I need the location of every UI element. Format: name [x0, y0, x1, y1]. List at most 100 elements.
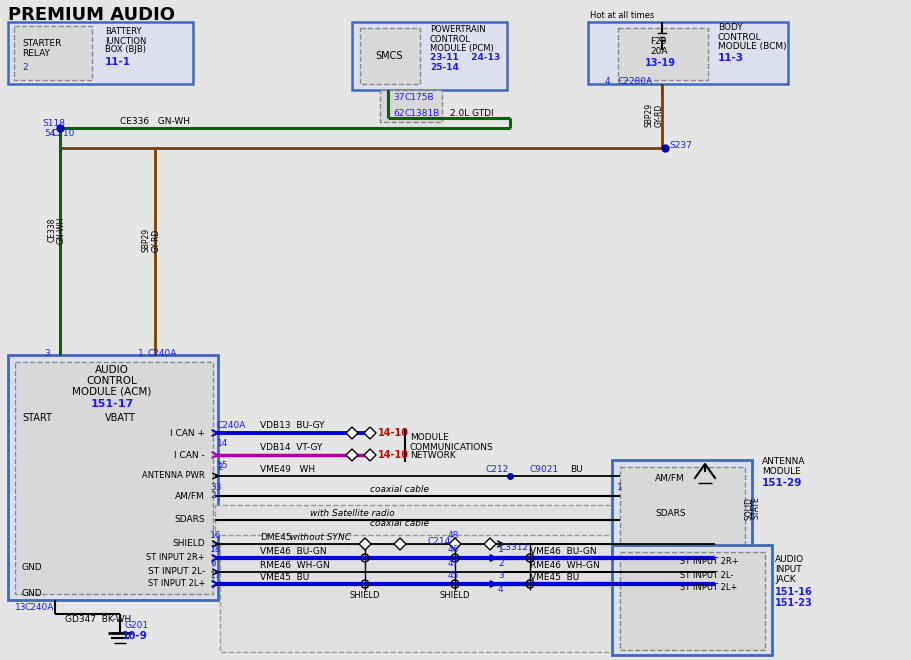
Text: 151-17: 151-17	[90, 399, 134, 409]
Text: 151-23: 151-23	[774, 598, 812, 608]
Text: 14: 14	[217, 440, 228, 449]
Text: Hot at all times: Hot at all times	[589, 11, 653, 20]
Text: SBP29: SBP29	[644, 103, 653, 127]
Text: S118: S118	[42, 119, 65, 129]
Text: C210: C210	[52, 129, 76, 139]
Text: 14-10: 14-10	[377, 428, 408, 438]
Text: VBATT: VBATT	[105, 413, 136, 423]
Text: MODULE: MODULE	[410, 434, 448, 442]
Text: 1: 1	[497, 546, 503, 554]
Text: INPUT: INPUT	[774, 566, 801, 574]
Text: 4: 4	[604, 77, 610, 86]
Text: BU: BU	[569, 465, 582, 473]
Text: C1381B: C1381B	[404, 108, 440, 117]
Text: 13-19: 13-19	[644, 58, 675, 68]
Text: C212: C212	[486, 465, 508, 473]
Text: STATE: STATE	[752, 496, 760, 519]
Text: 18: 18	[210, 546, 221, 554]
Text: 16: 16	[210, 531, 221, 541]
Text: VDB14  VT-GY: VDB14 VT-GY	[260, 444, 322, 453]
Text: CONTROL: CONTROL	[87, 376, 138, 386]
Text: ST INPUT 2R+: ST INPUT 2R+	[680, 558, 738, 566]
Bar	[360, 28, 420, 84]
Text: C175B: C175B	[404, 94, 435, 102]
Text: MODULE (ACM): MODULE (ACM)	[72, 387, 151, 397]
Text: VME46  BU-GN: VME46 BU-GN	[529, 546, 596, 556]
Bar	[215, 505, 624, 535]
Bar	[352, 22, 507, 90]
Text: 15: 15	[217, 461, 229, 469]
Text: STARTER: STARTER	[22, 38, 61, 48]
Bar	[220, 544, 710, 652]
Text: without SYNC: without SYNC	[290, 533, 351, 541]
Text: C2280A: C2280A	[618, 77, 652, 86]
Text: 151-16: 151-16	[774, 587, 812, 597]
Polygon shape	[363, 449, 375, 461]
Text: 45: 45	[447, 572, 459, 581]
Text: 3: 3	[497, 572, 503, 581]
Text: ST INPUT 2L+: ST INPUT 2L+	[680, 583, 737, 593]
Text: SMCS: SMCS	[374, 51, 402, 61]
Bar	[380, 90, 442, 122]
Text: coaxial cable: coaxial cable	[370, 519, 429, 529]
Text: CONTROL: CONTROL	[429, 34, 470, 44]
Text: POWERTRAIN: POWERTRAIN	[429, 26, 485, 34]
Text: C9021: C9021	[529, 465, 558, 473]
Text: SDARS: SDARS	[654, 508, 685, 517]
Text: 54: 54	[44, 129, 56, 139]
Text: JUNCTION: JUNCTION	[105, 36, 146, 46]
Text: 1: 1	[138, 348, 144, 358]
Text: VME49   WH: VME49 WH	[260, 465, 315, 473]
Text: RELAY: RELAY	[22, 48, 50, 57]
Polygon shape	[448, 538, 460, 550]
Text: ANTENNA: ANTENNA	[762, 457, 804, 467]
Text: 23-11    24-13: 23-11 24-13	[429, 53, 499, 63]
Bar	[611, 545, 771, 655]
Text: 25-14: 25-14	[429, 63, 458, 73]
Text: VME45  BU: VME45 BU	[260, 572, 309, 581]
Text: NETWORK: NETWORK	[410, 451, 456, 461]
Text: BODY: BODY	[717, 24, 742, 32]
Text: 6: 6	[210, 560, 216, 568]
Text: 33: 33	[210, 482, 221, 492]
Text: 20A: 20A	[650, 48, 667, 57]
Text: AM/FM: AM/FM	[654, 473, 684, 482]
Bar	[15, 362, 213, 594]
Text: RME46  WH-GN: RME46 WH-GN	[260, 560, 330, 570]
Polygon shape	[394, 538, 405, 550]
Text: C240A: C240A	[148, 348, 177, 358]
Text: VME46  BU-GN: VME46 BU-GN	[260, 546, 326, 556]
Bar	[611, 460, 752, 555]
Text: 2: 2	[497, 560, 503, 568]
Text: GY-RD: GY-RD	[152, 228, 161, 251]
Polygon shape	[345, 449, 358, 461]
Text: ST INPUT 2L-: ST INPUT 2L-	[680, 570, 732, 579]
Text: I CAN +: I CAN +	[169, 428, 205, 438]
Text: with Satellite radio: with Satellite radio	[310, 508, 394, 517]
Bar	[8, 22, 193, 84]
Text: GY-RD: GY-RD	[654, 104, 663, 127]
Text: MODULE (BCM): MODULE (BCM)	[717, 42, 786, 51]
Text: VME45  BU: VME45 BU	[529, 572, 578, 581]
Text: G201: G201	[125, 622, 149, 630]
Text: AUDIO: AUDIO	[95, 365, 128, 375]
Text: 2: 2	[217, 463, 222, 473]
Bar	[619, 467, 744, 549]
Text: 62: 62	[393, 108, 404, 117]
Text: JACK: JACK	[774, 576, 794, 585]
Text: SOLID: SOLID	[744, 496, 753, 519]
Text: ANTENNA PWR: ANTENNA PWR	[142, 471, 205, 480]
Text: BOX (BJB): BOX (BJB)	[105, 46, 146, 55]
Text: 46: 46	[447, 546, 459, 554]
Text: ST INPUT 2L+: ST INPUT 2L+	[148, 579, 205, 589]
Text: BATTERY: BATTERY	[105, 28, 141, 36]
Text: 48: 48	[447, 531, 459, 541]
Text: COMMUNICATIONS: COMMUNICATIONS	[410, 442, 493, 451]
Text: C240A: C240A	[25, 603, 55, 612]
Text: SDARS: SDARS	[174, 515, 205, 525]
Text: 4: 4	[497, 585, 503, 595]
Text: 14-10: 14-10	[377, 450, 408, 460]
Text: RME46  WH-GN: RME46 WH-GN	[529, 560, 599, 570]
Text: SHIELD: SHIELD	[439, 591, 470, 601]
Text: 13: 13	[15, 603, 26, 612]
